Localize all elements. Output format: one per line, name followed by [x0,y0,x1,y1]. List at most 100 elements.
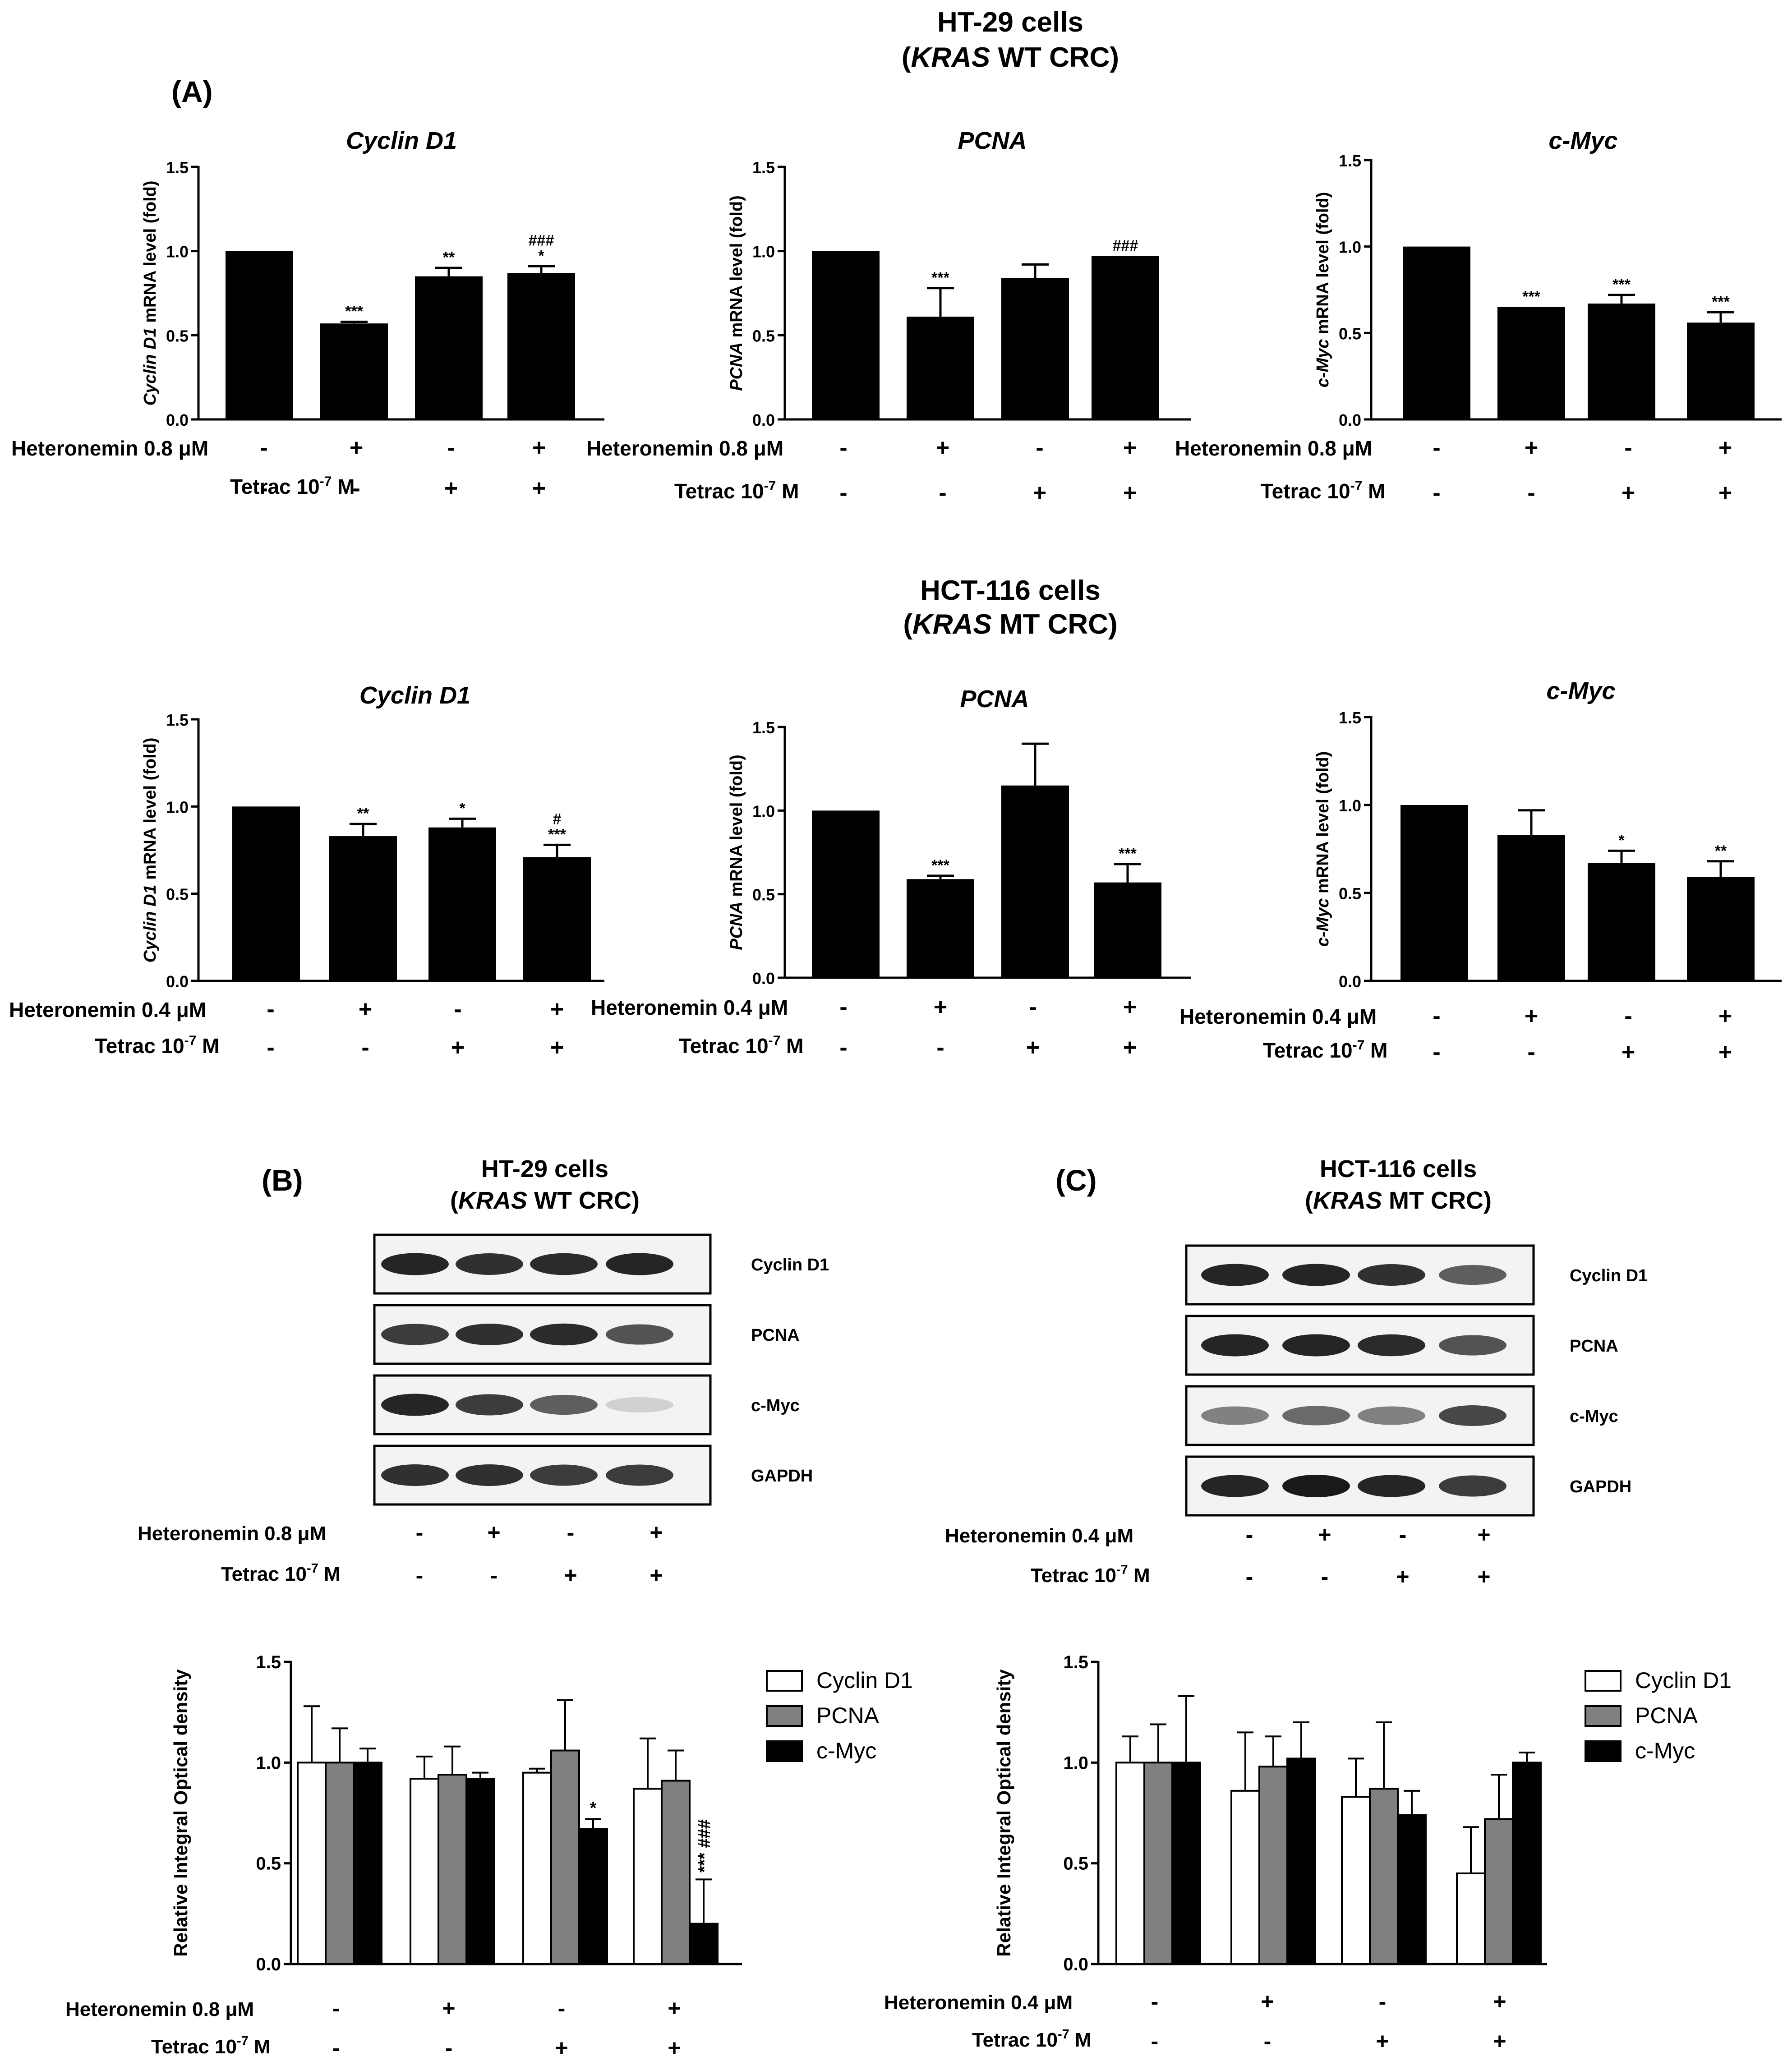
chart-a-ht29-pcna-bar [1001,278,1069,419]
chart-a-hct-cmyc-tetrac-sign: - [1433,1039,1440,1065]
chart-a-ht29-cyclin-heteronemin-sign: - [447,435,455,461]
chart-c-density-tetrac-sign: + [1376,2029,1389,2054]
chart-a-ht29-pcna-tetrac-sign: - [839,480,847,506]
chart-a-hct-cmyc-significance: * [1618,832,1625,849]
blot-panelB-band [530,1323,598,1346]
blot-b-tetrac-sign: + [650,1563,663,1588]
section-a-header-line1: HT-29 cells [937,7,1083,38]
blot-b-heteronemin-sign: + [650,1520,663,1545]
chart-a-hct-cmyc-heteronemin-sign: + [1525,1003,1538,1029]
chart-a-ht29-cyclin-y-tick-label: 0.0 [166,411,189,429]
chart-b-density-heteronemin-sign: - [558,1996,566,2021]
chart-a-ht29-cmyc-y-tick-label: 0.5 [1339,324,1361,343]
chart-c-density-bar [1286,1757,1316,1965]
chart-a-hct-cmyc-tetrac-sign: - [1527,1039,1535,1065]
chart-c-density-tetrac-sign: - [1264,2029,1271,2054]
chart-c-density-legend-swatch [1585,1670,1622,1692]
chart-a-hct-cyclin-heteronemin-sign: + [359,996,372,1022]
chart-c-density-y-tick-label: 0.5 [1063,1854,1088,1874]
chart-b-density-bar [353,1762,382,1965]
chart-a-ht29-cmyc-tetrac-sign: + [1718,480,1732,506]
blot-b-tetrac-sign: - [490,1563,498,1588]
chart-b-density-bar [661,1780,691,1965]
blot-panelB-band [606,1464,673,1486]
blot-panelC-band [1201,1406,1269,1425]
chart-a-hct-cyclin-y-tick-label: 1.5 [166,711,189,729]
chart-a-hct-cmyc-heteronemin-label: Heteronemin 0.4 μM [1179,1005,1377,1028]
chart-b-density-y-tick-label: 1.0 [256,1753,281,1773]
blot-c-tetrac-sign: + [1396,1564,1409,1589]
chart-c-density-legend-swatch [1585,1740,1622,1762]
chart-a-ht29-cmyc-significance: *** [1712,293,1730,310]
chart-a-hct-pcna-heteronemin-label: Heteronemin 0.4 μM [591,996,788,1019]
blot-panelC-band [1439,1335,1506,1356]
chart-c-density-heteronemin-sign: - [1379,1989,1387,2014]
blot-c-tetrac-sign: - [1246,1564,1253,1589]
chart-c-density-bar [1456,1872,1486,1965]
chart-a-hct-pcna-heteronemin-sign: - [1029,994,1037,1020]
chart-c-density-bar [1258,1766,1288,1965]
chart-c-density-legend-label: Cyclin D1 [1635,1668,1732,1693]
chart-a-ht29-cyclin-bar [507,273,575,419]
panel-c-header-line1: HCT-116 cells [1320,1155,1477,1182]
chart-a-hct-cmyc-tetrac-sign: + [1718,1039,1732,1065]
chart-a-hct-pcna-significance: *** [931,857,949,874]
chart-a-hct-pcna-bar [1001,785,1069,978]
chart-c-density-legend-swatch [1585,1705,1622,1727]
blot-panelB-band [381,1253,449,1275]
chart-a-ht29-pcna-heteronemin-sign: - [1036,435,1043,461]
chart-c-density-heteronemin-sign: - [1151,1989,1159,2014]
blot-panelB-band [456,1394,523,1416]
chart-c-density-tetrac-label: Tetrac 10-7 M [972,2027,1092,2051]
chart-a-hct-pcna-heteronemin-sign: - [839,994,847,1020]
chart-a-ht29-cmyc-significance: *** [1612,276,1631,293]
chart-c-density-ylabel: Relative Integral Optical density [993,1669,1014,1957]
chart-a-hct-pcna-y-tick-label: 1.0 [752,802,775,820]
blot-c-heteronemin-label: Heteronemin 0.4 μM [945,1525,1133,1547]
chart-a-hct-cyclin-y-tick-label: 1.0 [166,798,189,816]
chart-b-density-y-tick-label: 1.5 [256,1652,281,1672]
chart-a-hct-pcna-y-tick-label: 0.0 [752,969,775,988]
blot-panelC-band [1282,1264,1350,1286]
chart-a-hct-cmyc-y-tick-label: 0.0 [1339,972,1361,991]
blot-panelC-band [1358,1264,1425,1286]
chart-a-ht29-cyclin-ylabel: Cyclin D1 mRNA level (fold) [141,180,160,405]
blot-panelB-label: PCNA [751,1326,800,1345]
chart-b-density-legend-swatch [766,1705,803,1727]
chart-a-ht29-cyclin-y-tick-label: 1.0 [166,243,189,261]
chart-b-density-tetrac-sign: - [445,2035,453,2061]
chart-a-hct-cmyc-heteronemin-sign: + [1718,1003,1732,1029]
chart-a-ht29-cyclin-heteronemin-sign: + [532,435,546,461]
chart-a-ht29-cmyc-bar [1497,307,1565,419]
chart-a-ht29-pcna-heteronemin-sign: + [936,435,949,461]
blot-panelC-band [1358,1475,1425,1497]
chart-c-density-bar [1484,1818,1514,1965]
chart-a-ht29-pcna-bar [907,317,974,419]
chart-a-ht29-cyclin-tetrac-sign: + [532,475,546,501]
chart-a-ht29-pcna-heteronemin-sign: - [839,435,847,461]
chart-b-density-bar [438,1774,467,1965]
chart-a-hct-cmyc-tetrac-sign: + [1622,1039,1635,1065]
chart-a-hct-cyclin-bar [232,806,300,981]
panel-c-label: (C) [1055,1164,1097,1197]
chart-a-ht29-pcna-heteronemin-label: Heteronemin 0.8 μM [586,437,783,460]
chart-a-ht29-pcna-y-tick-label: 0.5 [752,327,775,345]
chart-a-hct-cyclin-heteronemin-label: Heteronemin 0.4 μM [9,998,206,1021]
blot-panelB-band [606,1253,673,1275]
chart-a-ht29-pcna-significance: *** [931,269,949,286]
chart-a-hct-cmyc-significance: ** [1715,842,1727,860]
chart-a-hct-cmyc-bar [1588,863,1655,981]
figure-content: 0.0 0.5 1.0 1.5 Cyclin D1 Cyclin D1 mRNA leve… [9,127,1782,2061]
blot-panelB-band [381,1394,449,1416]
panel-b-header-line2: (KRAS WT CRC) [450,1187,640,1214]
chart-b-density-legend-label: Cyclin D1 [816,1668,913,1693]
chart-b-density-bar [410,1778,439,1965]
chart-a-ht29-cmyc-tetrac-label: Tetrac 10-7 M [1261,478,1385,503]
chart-a-ht29-cmyc-heteronemin-sign: - [1624,435,1632,461]
section-a2-header-line1: HCT-116 cells [920,575,1101,606]
blot-panelC-band [1358,1406,1425,1425]
chart-a-ht29-cyclin-y-tick-label: 0.5 [166,327,189,345]
chart-c-density-legend-label: PCNA [1635,1703,1698,1728]
chart-a-hct-cyclin-heteronemin-sign: + [550,996,564,1022]
chart-c-density-bar [1171,1762,1201,1965]
